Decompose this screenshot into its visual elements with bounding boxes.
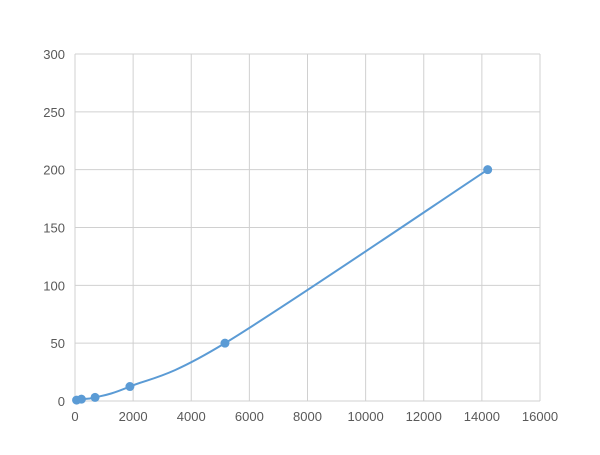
data-point xyxy=(125,382,135,392)
data-point xyxy=(483,165,493,175)
x-tick-label: 6000 xyxy=(235,409,264,424)
y-tick-label: 0 xyxy=(58,394,65,409)
y-tick-label: 200 xyxy=(43,163,65,178)
x-tick-label: 10000 xyxy=(348,409,384,424)
x-tick-label: 16000 xyxy=(522,409,558,424)
x-tick-label: 0 xyxy=(71,409,78,424)
data-point xyxy=(90,392,100,402)
x-tick-label: 2000 xyxy=(119,409,148,424)
y-tick-label: 250 xyxy=(43,105,65,120)
data-point xyxy=(76,394,86,404)
data-point xyxy=(220,338,230,348)
y-tick-label: 300 xyxy=(43,47,65,62)
x-tick-label: 4000 xyxy=(177,409,206,424)
y-tick-label: 50 xyxy=(51,336,65,351)
x-tick-label: 8000 xyxy=(293,409,322,424)
y-tick-label: 100 xyxy=(43,278,65,293)
y-tick-label: 150 xyxy=(43,221,65,236)
x-tick-label: 12000 xyxy=(406,409,442,424)
x-tick-label: 14000 xyxy=(464,409,500,424)
